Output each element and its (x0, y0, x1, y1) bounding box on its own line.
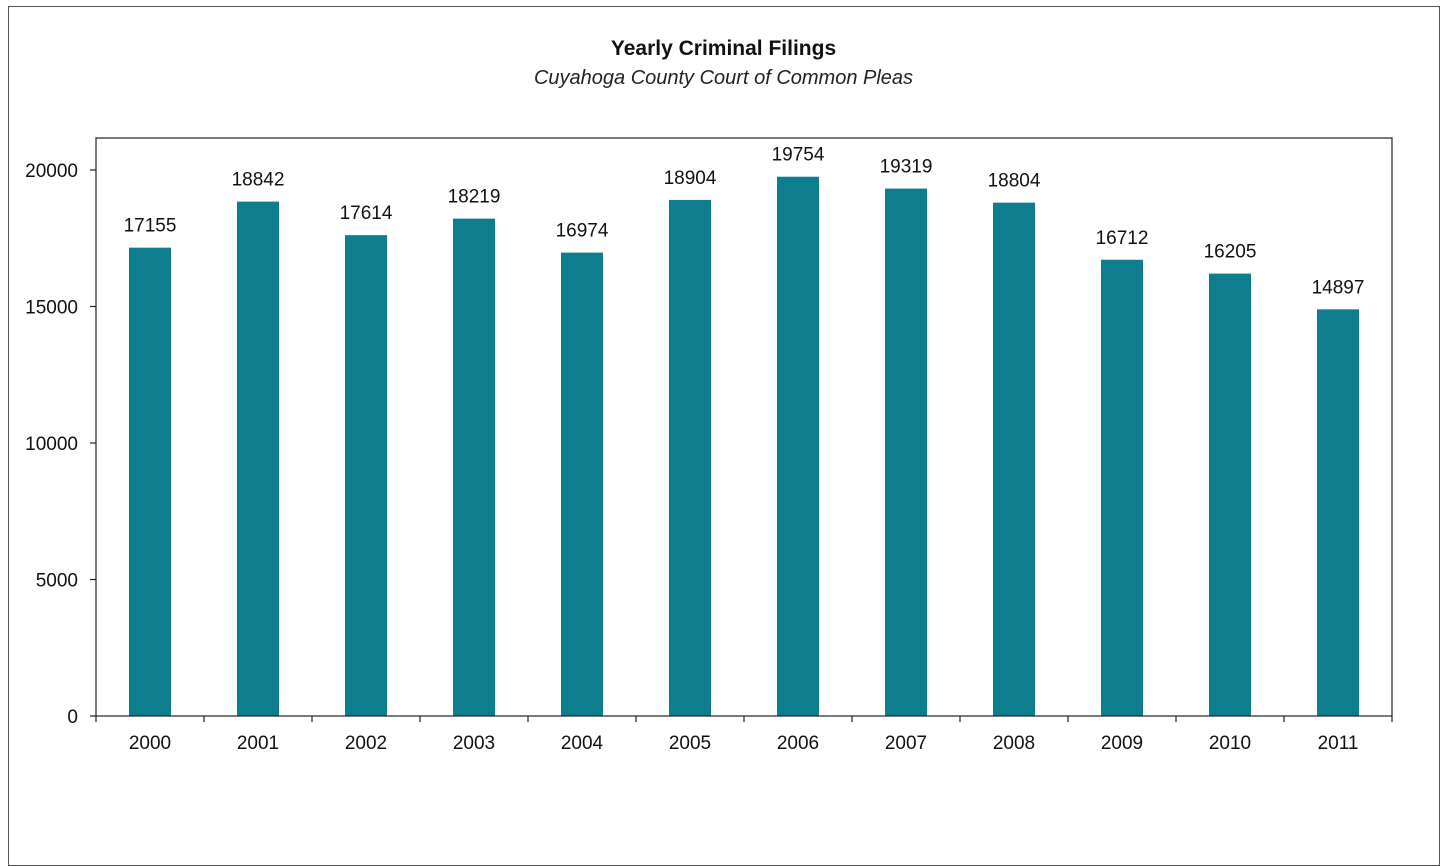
x-tick-label-2001: 2001 (237, 733, 279, 754)
bar-2004 (561, 252, 603, 716)
data-label-2009: 16712 (1096, 228, 1149, 249)
x-tick-label-2000: 2000 (129, 733, 171, 754)
data-label-2008: 18804 (988, 171, 1041, 192)
x-tick-label-2011: 2011 (1318, 733, 1359, 754)
data-label-2004: 16974 (556, 221, 609, 242)
x-tick-label-2005: 2005 (669, 733, 711, 754)
data-label-2001: 18842 (232, 170, 285, 191)
bar-2008 (993, 202, 1035, 716)
data-label-2011: 14897 (1312, 277, 1365, 298)
y-tick-label: 0 (67, 707, 78, 728)
y-axis-ticks: 0 5000 10000 15000 20000 (25, 161, 96, 728)
y-tick-label: 20000 (25, 161, 78, 182)
data-label-2010: 16205 (1204, 242, 1257, 263)
bar-2003 (453, 218, 495, 716)
bar-2007 (885, 188, 927, 716)
data-label-2000: 17155 (124, 216, 177, 237)
x-tick-label-2010: 2010 (1209, 733, 1251, 754)
x-tick-label-2002: 2002 (345, 733, 387, 754)
data-label-2003: 18219 (448, 187, 501, 208)
data-label-2006: 19754 (772, 145, 825, 166)
x-tick-label-2008: 2008 (993, 733, 1035, 754)
data-label-2007: 19319 (880, 157, 933, 178)
y-tick-label: 5000 (36, 571, 78, 592)
bar-2009 (1101, 259, 1143, 716)
bar-2006 (777, 176, 819, 716)
x-tick-label-2003: 2003 (453, 733, 495, 754)
x-tick-label-2006: 2006 (777, 733, 819, 754)
x-tick-label-2007: 2007 (885, 733, 927, 754)
data-labels: 17155 18842 17614 18219 16974 18904 19754 19319… (124, 145, 1365, 299)
y-tick-label: 15000 (25, 298, 78, 319)
chart-subtitle: Cuyahoga County Court of Common Pleas (533, 67, 914, 89)
x-tick-label-2009: 2009 (1101, 733, 1143, 754)
chart-title: Yearly Criminal Filings (610, 37, 837, 60)
bar-2011 (1317, 309, 1359, 716)
data-label-2005: 18904 (664, 168, 717, 189)
bar-2000 (129, 247, 171, 716)
data-label-2002: 17614 (340, 203, 393, 224)
bar-2002 (345, 235, 387, 716)
plot-area-border (95, 137, 1393, 717)
bars (129, 176, 1359, 717)
bar-2005 (669, 199, 711, 717)
x-tick-label-2004: 2004 (561, 733, 604, 754)
bar-2001 (237, 201, 279, 716)
y-tick-label: 10000 (25, 434, 78, 455)
x-axis-ticks: 2000 2001 2002 2003 2004 2005 2006 2007 2008 2009… (95, 716, 1393, 754)
bar-2010 (1209, 273, 1251, 716)
